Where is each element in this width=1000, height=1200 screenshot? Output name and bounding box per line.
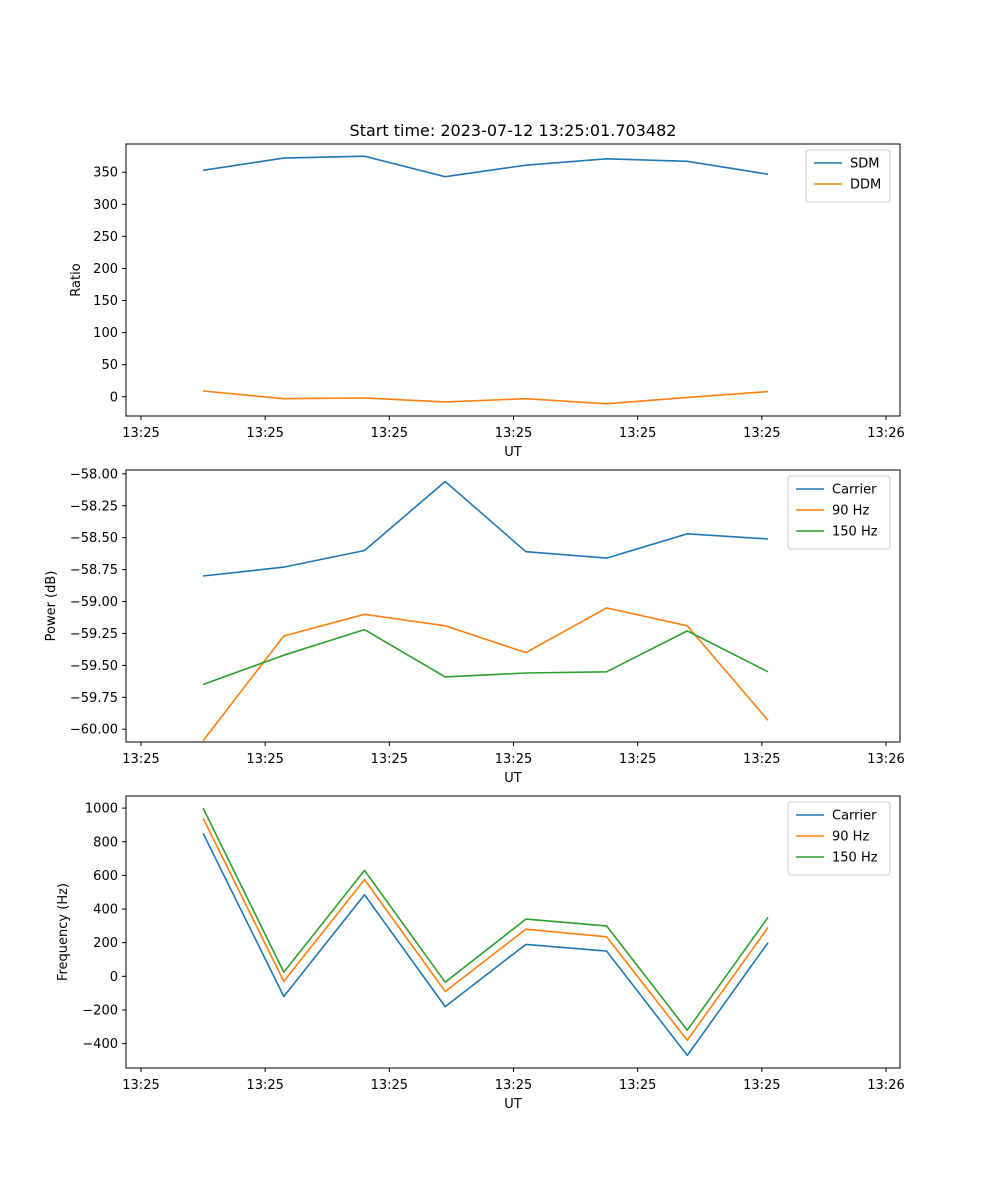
power-y-tick-label: −58.75 xyxy=(70,563,118,578)
power-x-tick-label: 13:25 xyxy=(743,752,780,767)
power-legend-label-150-hz: 150 Hz xyxy=(832,525,878,540)
chart-ratio: 13:25 13:25 13:25 13:25 13:25 13:25 13:26 0 50 10… xyxy=(69,143,905,460)
frequency-series-150-hz xyxy=(202,807,769,1031)
frequency-y-tick-label: 200 xyxy=(93,936,118,951)
ratio-y-tick-label: 200 xyxy=(93,262,118,277)
power-y-tick-label: −59.25 xyxy=(70,627,118,642)
power-series-150-hz xyxy=(202,628,769,686)
power-y-tick-label: −60.00 xyxy=(70,723,118,738)
power-x-tick-label: 13:25 xyxy=(122,752,159,767)
frequency-legend-label-150-hz: 150 Hz xyxy=(832,851,878,866)
power-y-axis-label: Power (dB) xyxy=(44,571,59,642)
ratio-series-sdm xyxy=(202,155,769,178)
chart-power: 13:25 13:25 13:25 13:25 13:25 13:25 13:26 −60.0… xyxy=(44,467,905,786)
ratio-y-tick-label: 150 xyxy=(93,294,118,309)
frequency-y-tick-label: 1000 xyxy=(85,802,118,817)
frequency-series-carrier xyxy=(202,832,769,1057)
ratio-y-axis-label: Ratio xyxy=(69,263,84,296)
frequency-x-tick-label: 13:26 xyxy=(867,1078,904,1093)
frequency-y-tick-label: −200 xyxy=(82,1003,118,1018)
power-legend-label-90-hz: 90 Hz xyxy=(832,504,869,519)
frequency-y-tick-label: 600 xyxy=(93,869,118,884)
frequency-x-tick-label: 13:25 xyxy=(122,1078,159,1093)
chart-frequency: 13:25 13:25 13:25 13:25 13:25 13:25 13:26 −400 −… xyxy=(56,795,905,1112)
ratio-x-tick-label: 13:25 xyxy=(371,426,408,441)
ratio-x-tick-label: 13:26 xyxy=(867,426,904,441)
frequency-x-tick-label: 13:25 xyxy=(619,1078,656,1093)
ratio-x-axis-label: UT xyxy=(504,445,522,460)
power-y-tick-label: −59.00 xyxy=(70,595,118,610)
ratio-x-tick-label: 13:25 xyxy=(743,426,780,441)
power-y-tick-label: −58.25 xyxy=(70,499,118,514)
ratio-x-tick-label: 13:25 xyxy=(246,426,283,441)
power-y-tick-label: −58.00 xyxy=(70,467,118,482)
frequency-x-tick-label: 13:25 xyxy=(246,1078,283,1093)
ratio-y-tick-label: 300 xyxy=(93,198,118,213)
frequency-y-tick-label: 400 xyxy=(93,903,118,918)
power-legend-label-carrier: Carrier xyxy=(832,483,877,498)
ratio-x-tick-label: 13:25 xyxy=(619,426,656,441)
frequency-legend-label-90-hz: 90 Hz xyxy=(832,830,869,845)
power-x-tick-label: 13:26 xyxy=(867,752,904,767)
ratio-series-ddm xyxy=(203,390,769,405)
frequency-x-tick-label: 13:25 xyxy=(371,1078,408,1093)
frequency-x-tick-label: 13:25 xyxy=(743,1078,780,1093)
ratio-y-tick-label: 50 xyxy=(101,358,118,373)
power-y-tick-label: −59.75 xyxy=(70,691,118,706)
ratio-legend-label-sdm: SDM xyxy=(850,157,879,172)
ratio-y-tick-label: 250 xyxy=(93,230,118,245)
ratio-y-tick-label: 0 xyxy=(110,390,118,405)
ratio-x-tick-label: 13:25 xyxy=(122,426,159,441)
power-series-carrier xyxy=(203,480,769,577)
frequency-y-tick-label: −400 xyxy=(82,1037,118,1052)
power-y-tick-label: −59.50 xyxy=(70,659,118,674)
ratio-y-tick-label: 100 xyxy=(93,326,118,341)
ratio-x-tick-label: 13:25 xyxy=(495,426,532,441)
frequency-x-tick-label: 13:25 xyxy=(495,1078,532,1093)
power-x-tick-label: 13:25 xyxy=(246,752,283,767)
plots-container: 13:25 13:25 13:25 13:25 13:25 13:25 13:26 0 50 10… xyxy=(44,143,905,1112)
frequency-x-axis-label: UT xyxy=(504,1097,522,1112)
power-x-axis-label: UT xyxy=(504,771,522,786)
frequency-legend-label-carrier: Carrier xyxy=(832,809,877,824)
frequency-y-axis-label: Frequency (Hz) xyxy=(56,883,71,981)
power-x-tick-label: 13:25 xyxy=(371,752,408,767)
frequency-series-90-hz xyxy=(202,817,769,1041)
power-series-90-hz xyxy=(202,607,769,742)
figure-title: Start time: 2023-07-12 13:25:01.703482 xyxy=(350,121,677,140)
frequency-y-tick-label: 0 xyxy=(110,970,118,985)
frequency-y-tick-label: 800 xyxy=(93,835,118,850)
power-y-tick-label: −58.50 xyxy=(70,531,118,546)
power-x-tick-label: 13:25 xyxy=(495,752,532,767)
ratio-legend-label-ddm: DDM xyxy=(850,178,881,193)
ratio-y-tick-label: 350 xyxy=(93,166,118,181)
power-x-tick-label: 13:25 xyxy=(619,752,656,767)
